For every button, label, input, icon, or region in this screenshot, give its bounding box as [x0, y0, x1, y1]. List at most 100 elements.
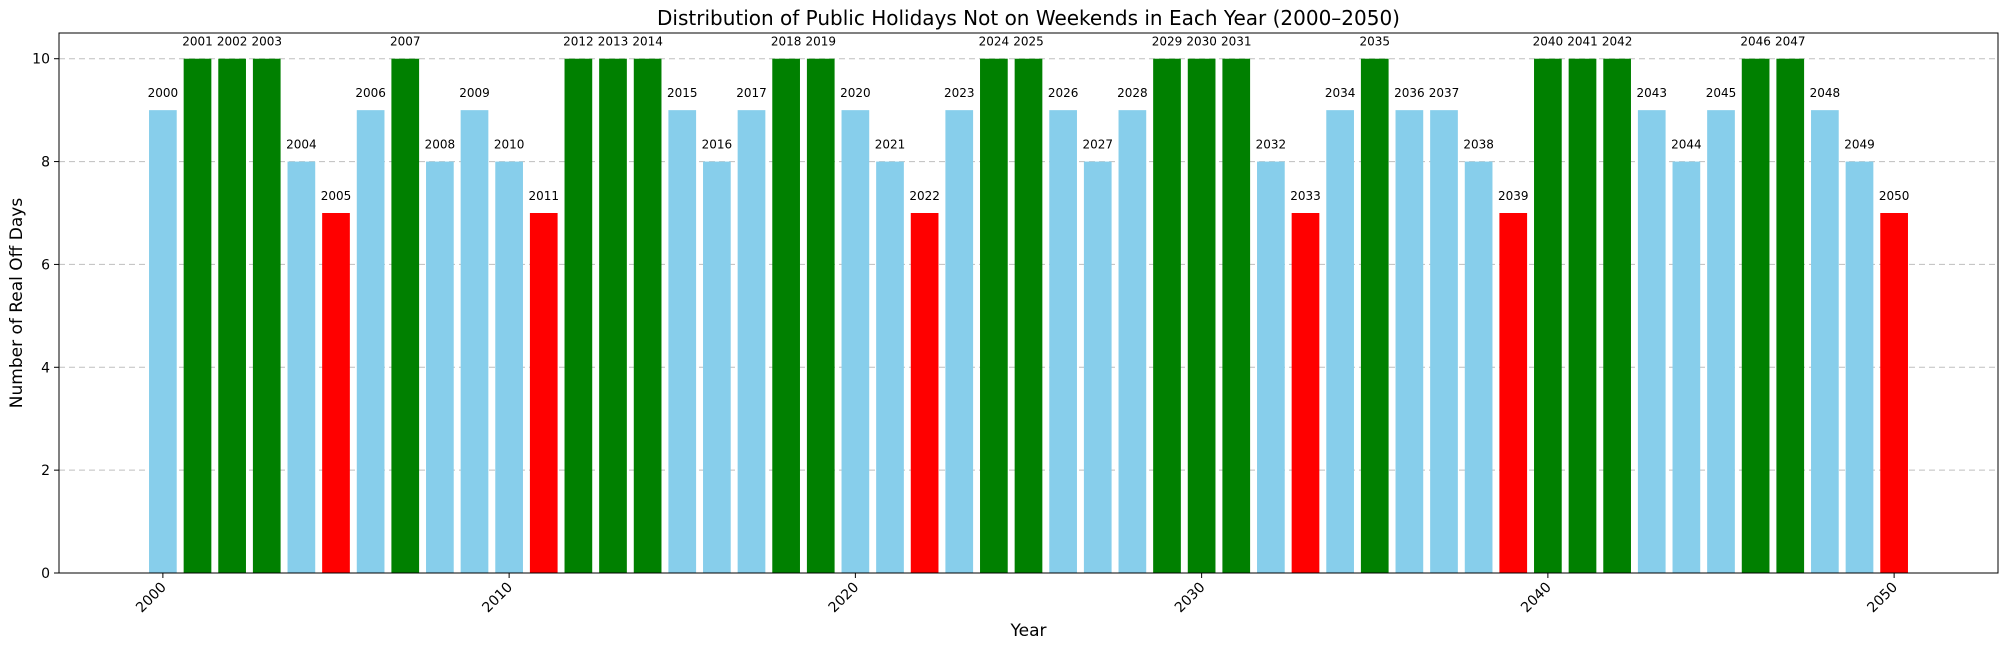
y-tick-label: 8	[41, 155, 50, 171]
bar-label-2042: 2042	[1602, 35, 1633, 49]
bar-2046	[1741, 58, 1770, 573]
bar-2021	[876, 161, 904, 574]
bar-label-2044: 2044	[1671, 138, 1702, 152]
y-tick-label: 2	[41, 463, 50, 479]
y-axis-title: Number of Real Off Days	[7, 198, 27, 409]
y-tick-label: 10	[32, 52, 50, 68]
chart-title: Distribution of Public Holidays Not on W…	[657, 6, 1400, 30]
bar-2026	[1049, 110, 1077, 574]
bar-label-2029: 2029	[1152, 35, 1183, 49]
bar-label-2014: 2014	[632, 35, 663, 49]
bar-label-2036: 2036	[1394, 86, 1425, 100]
bar-label-2028: 2028	[1117, 86, 1148, 100]
bar-label-2037: 2037	[1429, 86, 1460, 100]
bar-2041	[1568, 58, 1597, 573]
bar-label-2045: 2045	[1706, 86, 1737, 100]
x-tick-label: 2020	[826, 580, 863, 617]
x-axis-title: Year	[1010, 621, 1047, 641]
bar-label-2009: 2009	[459, 86, 490, 100]
bar-2036	[1395, 110, 1424, 574]
plot-frame	[58, 32, 1999, 574]
bar-label-2015: 2015	[667, 86, 698, 100]
bar-2014	[633, 58, 662, 573]
bar-2009	[460, 110, 489, 574]
bar-label-2030: 2030	[1186, 35, 1217, 49]
bar-label-2003: 2003	[251, 35, 282, 49]
bar-label-2035: 2035	[1359, 35, 1390, 49]
bar-label-2033: 2033	[1290, 189, 1321, 203]
bar-2023	[945, 110, 974, 574]
bar-label-2007: 2007	[390, 35, 421, 49]
bar-2027	[1083, 161, 1112, 574]
x-tick-label: 2050	[1864, 580, 1901, 617]
bar-2042	[1603, 58, 1631, 573]
bar-label-2013: 2013	[598, 35, 629, 49]
bar-2016	[703, 161, 731, 574]
bar-2047	[1776, 58, 1805, 573]
x-tick-label: 2000	[133, 580, 170, 617]
y-tick-label: 6	[41, 257, 50, 273]
bar-label-2027: 2027	[1082, 138, 1113, 152]
bar-2029	[1153, 58, 1181, 573]
bar-label-2049: 2049	[1844, 138, 1875, 152]
bar-2049	[1845, 161, 1874, 574]
bar-label-2001: 2001	[182, 35, 213, 49]
bar-label-2039: 2039	[1498, 189, 1529, 203]
bar-2025	[1014, 58, 1043, 573]
bar-2033	[1291, 213, 1320, 573]
bar-label-2041: 2041	[1567, 35, 1598, 49]
bar-2028	[1118, 110, 1147, 574]
x-tick-label: 2040	[1518, 580, 1555, 617]
bar-label-2011: 2011	[528, 189, 559, 203]
bar-2037	[1430, 110, 1458, 574]
bar-2030	[1187, 58, 1216, 573]
bar-2005	[322, 213, 350, 573]
bar-label-2019: 2019	[805, 35, 836, 49]
bar-2038	[1464, 161, 1493, 574]
bar-label-2025: 2025	[1013, 35, 1044, 49]
bar-2003	[252, 58, 281, 573]
bar-2031	[1222, 58, 1251, 573]
bar-label-2031: 2031	[1221, 35, 1252, 49]
bar-2013	[599, 58, 627, 573]
bar-label-2004: 2004	[286, 138, 317, 152]
bars-layer	[149, 58, 1908, 574]
bar-2008	[426, 161, 454, 574]
bar-label-2026: 2026	[1048, 86, 1079, 100]
bar-2012	[564, 58, 593, 573]
bar-label-2000: 2000	[148, 86, 179, 100]
y-tick-label: 0	[41, 566, 50, 582]
bar-2034	[1326, 110, 1354, 574]
bar-label-2043: 2043	[1636, 86, 1667, 100]
x-tick-label: 2010	[479, 580, 516, 617]
bar-2000	[149, 110, 177, 574]
bar-label-2016: 2016	[702, 138, 733, 152]
bar-label-2012: 2012	[563, 35, 594, 49]
bar-2050	[1880, 213, 1908, 573]
bar-2010	[495, 161, 523, 574]
bar-2024	[980, 58, 1008, 573]
bar-2017	[737, 110, 766, 574]
bar-label-2020: 2020	[840, 86, 871, 100]
bar-label-2040: 2040	[1533, 35, 1564, 49]
bar-2002	[218, 58, 246, 573]
bar-2007	[391, 58, 420, 573]
bar-2032	[1257, 161, 1285, 574]
bar-label-2022: 2022	[909, 189, 940, 203]
bar-2035	[1360, 58, 1389, 573]
bar-2044	[1672, 161, 1701, 574]
bar-2040	[1534, 58, 1562, 573]
bar-2006	[356, 110, 385, 574]
bar-2004	[287, 161, 316, 574]
bar-2015	[668, 110, 697, 574]
bar-label-2048: 2048	[1810, 86, 1841, 100]
bar-label-2050: 2050	[1879, 189, 1910, 203]
bar-label-2005: 2005	[321, 189, 352, 203]
bar-2048	[1811, 110, 1839, 574]
bar-label-2038: 2038	[1463, 138, 1494, 152]
bar-label-2021: 2021	[875, 138, 906, 152]
bar-2022	[910, 213, 939, 573]
bar-label-2047: 2047	[1775, 35, 1806, 49]
bar-2039	[1499, 213, 1528, 573]
